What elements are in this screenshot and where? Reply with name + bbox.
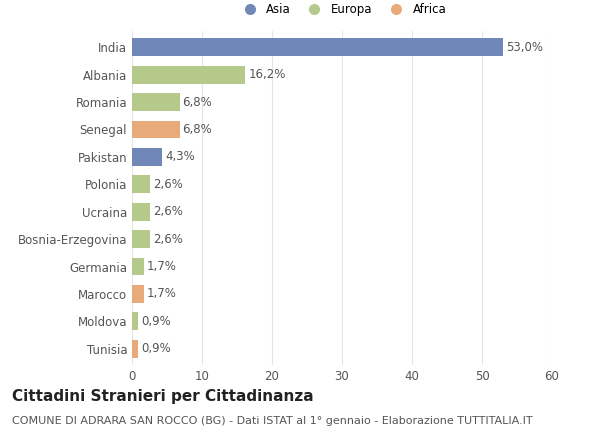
Text: 6,8%: 6,8% [182, 123, 212, 136]
Text: 16,2%: 16,2% [248, 68, 286, 81]
Bar [132, 340, 139, 358]
Bar [132, 176, 150, 193]
Bar [132, 257, 144, 275]
Bar [132, 66, 245, 84]
Text: 2,6%: 2,6% [153, 233, 183, 246]
Text: 0,9%: 0,9% [141, 315, 171, 328]
Bar [132, 93, 179, 111]
Text: 1,7%: 1,7% [146, 260, 176, 273]
Text: 2,6%: 2,6% [153, 205, 183, 218]
Bar [132, 38, 503, 56]
Legend: Asia, Europa, Africa: Asia, Europa, Africa [233, 0, 451, 21]
Bar [132, 148, 162, 166]
Text: 1,7%: 1,7% [146, 287, 176, 301]
Bar [132, 312, 139, 330]
Bar [132, 285, 144, 303]
Bar [132, 203, 150, 220]
Text: COMUNE DI ADRARA SAN ROCCO (BG) - Dati ISTAT al 1° gennaio - Elaborazione TUTTIT: COMUNE DI ADRARA SAN ROCCO (BG) - Dati I… [12, 416, 533, 426]
Text: Cittadini Stranieri per Cittadinanza: Cittadini Stranieri per Cittadinanza [12, 389, 314, 404]
Text: 2,6%: 2,6% [153, 178, 183, 191]
Bar [132, 230, 150, 248]
Text: 6,8%: 6,8% [182, 95, 212, 109]
Text: 0,9%: 0,9% [141, 342, 171, 355]
Bar [132, 121, 179, 139]
Text: 4,3%: 4,3% [165, 150, 194, 163]
Text: 53,0%: 53,0% [506, 41, 543, 54]
